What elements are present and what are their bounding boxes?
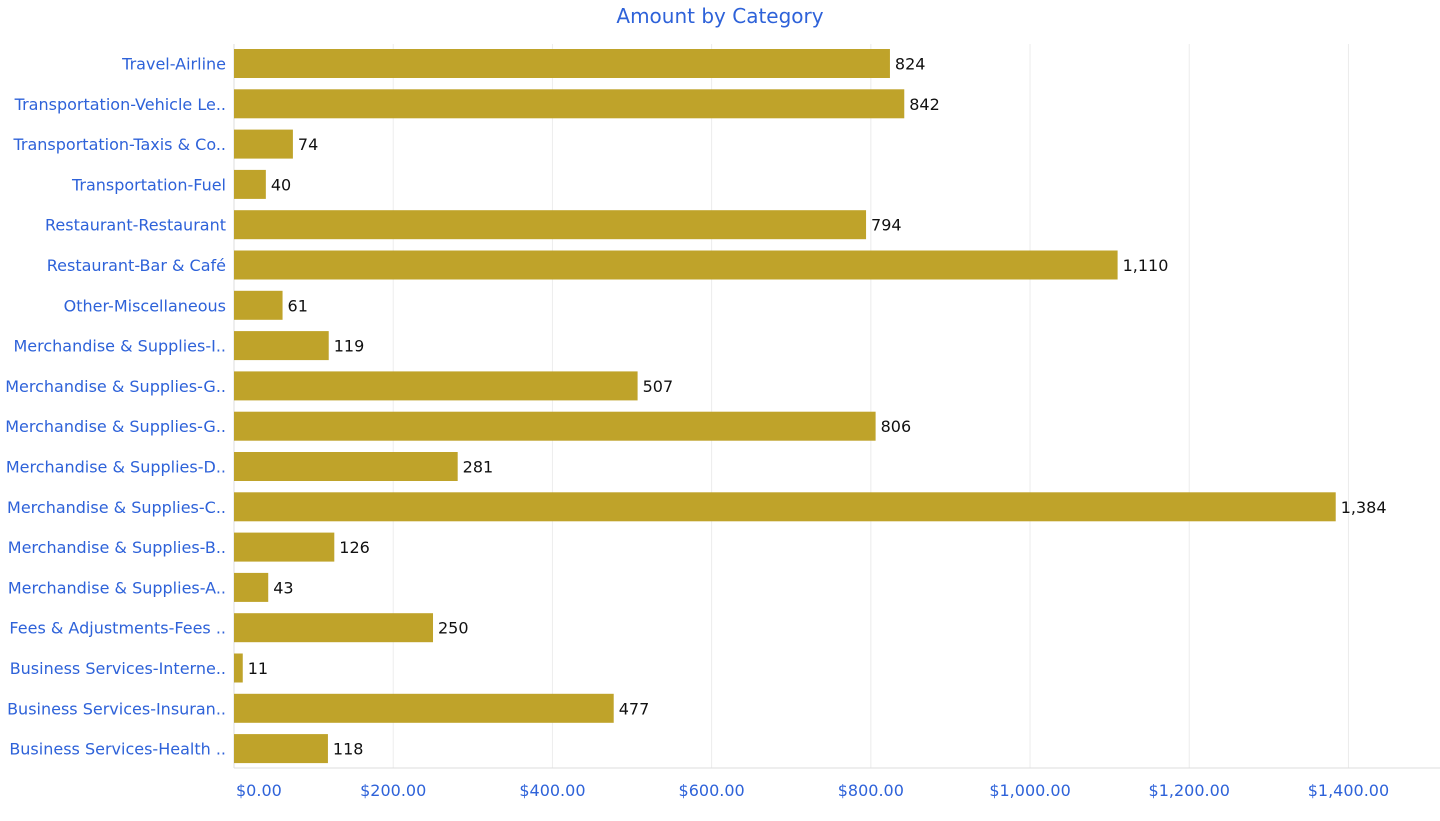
value-label: 477 [619,699,650,718]
chart-title: Amount by Category [616,4,824,28]
bar [234,210,867,240]
x-tick-label: $1,000.00 [989,781,1070,800]
category-label: Restaurant-Restaurant [45,216,226,235]
value-label: 281 [463,458,494,477]
value-label: 74 [298,135,318,154]
value-label: 507 [643,377,674,396]
bar [234,290,283,320]
value-label: 40 [271,175,291,194]
value-label: 43 [273,578,293,597]
value-label: 118 [333,740,364,759]
x-tick-label: $200.00 [360,781,426,800]
category-label: Restaurant-Bar & Café [47,256,226,275]
x-tick-label: $600.00 [679,781,745,800]
value-label: 119 [334,337,365,356]
value-label: 1,384 [1341,498,1387,517]
bar [234,250,1118,280]
category-label: Business Services-Interne.. [10,659,226,678]
bar [234,411,876,441]
bar [234,129,293,159]
value-label: 824 [895,55,926,74]
value-label: 250 [438,619,469,638]
category-label: Merchandise & Supplies-B.. [8,538,226,557]
x-tick-label: $0.00 [236,781,282,800]
bar [234,532,335,562]
bar [234,452,458,481]
value-label: 806 [881,417,912,436]
bar [234,331,329,361]
bar [234,371,638,401]
value-label: 842 [909,95,940,114]
category-label: Merchandise & Supplies-I.. [13,337,226,356]
x-tick-label: $400.00 [519,781,585,800]
x-tick-label: $1,400.00 [1308,781,1389,800]
category-label: Merchandise & Supplies-C.. [7,498,226,517]
bar [234,653,243,683]
category-label: Other-Miscellaneous [64,296,226,315]
bar [234,613,434,643]
category-label: Merchandise & Supplies-A.. [8,578,226,597]
bar [234,169,266,199]
bar [234,734,328,764]
bar [234,492,1336,522]
value-label: 1,110 [1123,256,1169,275]
value-label: 61 [288,296,308,315]
x-tick-label: $800.00 [838,781,904,800]
category-label: Business Services-Insuran.. [7,699,226,718]
category-label: Transportation-Fuel [71,175,226,194]
category-label: Merchandise & Supplies-G.. [5,417,226,436]
category-label: Merchandise & Supplies-G.. [5,377,226,396]
value-label: 11 [248,659,268,678]
bar [234,572,269,602]
bar [234,89,905,119]
value-label: 794 [871,216,902,235]
category-label: Business Services-Health .. [9,740,226,759]
category-label: Fees & Adjustments-Fees .. [9,619,226,638]
category-label: Transportation-Taxis & Co.. [12,135,226,154]
bar [234,49,890,78]
category-label: Merchandise & Supplies-D.. [6,458,226,477]
category-label: Transportation-Vehicle Le.. [14,95,226,114]
category-label: Travel-Airline [121,55,226,74]
x-tick-label: $1,200.00 [1149,781,1230,800]
bar [234,693,614,723]
value-label: 126 [339,538,370,557]
